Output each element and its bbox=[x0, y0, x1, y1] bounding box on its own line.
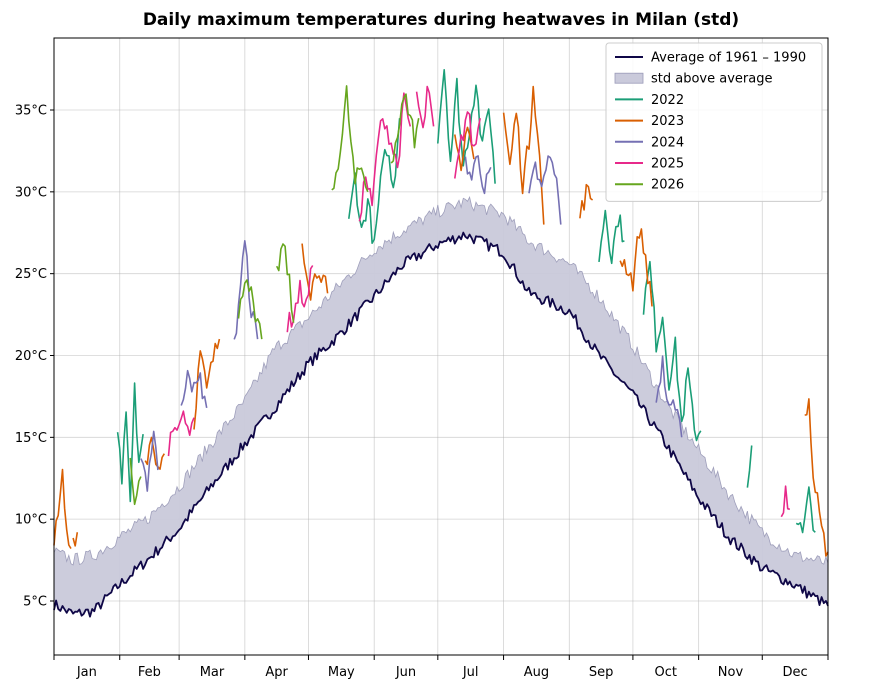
x-tick-label: Jul bbox=[462, 665, 479, 680]
series-line-2026 bbox=[237, 279, 263, 340]
series-line-2023 bbox=[619, 228, 653, 307]
y-tick-label: 35°C bbox=[15, 104, 47, 119]
series-line-2022 bbox=[348, 118, 401, 244]
series-line-2022 bbox=[598, 209, 625, 265]
average-layer bbox=[53, 231, 829, 618]
average-line bbox=[53, 231, 829, 618]
series-line-2023 bbox=[579, 183, 594, 219]
series-line-2023 bbox=[301, 243, 329, 301]
x-tick-label: Sep bbox=[589, 665, 614, 680]
x-tick-label: Feb bbox=[138, 665, 161, 680]
series-line-2024 bbox=[528, 155, 562, 225]
legend-box bbox=[605, 42, 823, 202]
series-line-2022 bbox=[795, 486, 816, 534]
series-line-2023 bbox=[72, 532, 79, 547]
series-line-2026 bbox=[129, 457, 142, 506]
y-axis: 5°C 10°C 15°C 20°C 25°C 30°C 35°C bbox=[15, 104, 54, 609]
legend-label: 2026 bbox=[651, 178, 684, 193]
series-line-2025 bbox=[167, 410, 195, 457]
y-tick-label: 15°C bbox=[15, 431, 47, 446]
x-axis: Jan Feb Mar Apr May Jun Jul Aug Sep Oct Nov Dec bbox=[53, 655, 829, 680]
series-line-2023 bbox=[804, 398, 829, 557]
series-line-2024 bbox=[180, 369, 208, 409]
legend-label: 2023 bbox=[651, 114, 684, 129]
plot-frame bbox=[53, 37, 829, 656]
series-line-2022 bbox=[642, 260, 702, 442]
series-line-2025 bbox=[286, 265, 314, 333]
series-line-2023 bbox=[502, 85, 545, 225]
x-tick-label: Jun bbox=[395, 665, 416, 680]
series-line-2024 bbox=[140, 430, 159, 492]
x-tick-label: May bbox=[328, 665, 355, 680]
y-tick-label: 30°C bbox=[15, 185, 47, 200]
legend-swatch bbox=[614, 72, 644, 84]
legend-label: 2024 bbox=[651, 135, 684, 150]
series-line-2026 bbox=[331, 85, 369, 193]
chart-title: Daily maximum temperatures during heatwa… bbox=[143, 10, 739, 30]
series-line-2023 bbox=[144, 436, 165, 470]
x-tick-label: Apr bbox=[265, 665, 288, 680]
y-tick-label: 5°C bbox=[23, 594, 47, 609]
series-line-2023 bbox=[53, 468, 72, 550]
legend-label: 2025 bbox=[651, 157, 684, 172]
series-line-2025 bbox=[358, 92, 412, 222]
legend: Average of 1961 – 1990 std above average 2… bbox=[605, 42, 823, 202]
y-tick-label: 25°C bbox=[15, 267, 47, 282]
x-tick-label: Jan bbox=[76, 665, 97, 680]
series-line-2022 bbox=[437, 69, 496, 184]
x-tick-label: Aug bbox=[524, 665, 549, 680]
legend-label: Average of 1961 – 1990 bbox=[651, 51, 806, 66]
x-tick-label: Dec bbox=[783, 665, 808, 680]
y-tick-label: 20°C bbox=[15, 349, 47, 364]
series-line-2022 bbox=[116, 382, 144, 503]
series-line-2023 bbox=[193, 338, 221, 430]
series-line-2024 bbox=[464, 155, 492, 195]
x-tick-label: Mar bbox=[200, 665, 225, 680]
series-line-2025 bbox=[780, 485, 791, 518]
legend-label: 2022 bbox=[651, 93, 684, 108]
series-line-2026 bbox=[275, 243, 295, 323]
series-line-2022 bbox=[746, 445, 753, 488]
series-line-2025 bbox=[415, 85, 435, 129]
series-line-2024 bbox=[655, 355, 683, 438]
series-line-2025 bbox=[454, 111, 481, 179]
y-tick-label: 10°C bbox=[15, 513, 47, 528]
series-line-2026 bbox=[390, 93, 420, 164]
series-line-2024 bbox=[233, 240, 259, 340]
x-tick-label: Oct bbox=[655, 665, 677, 680]
series-layer bbox=[53, 69, 829, 557]
x-tick-label: Nov bbox=[718, 665, 744, 680]
legend-label: std above average bbox=[651, 72, 772, 87]
